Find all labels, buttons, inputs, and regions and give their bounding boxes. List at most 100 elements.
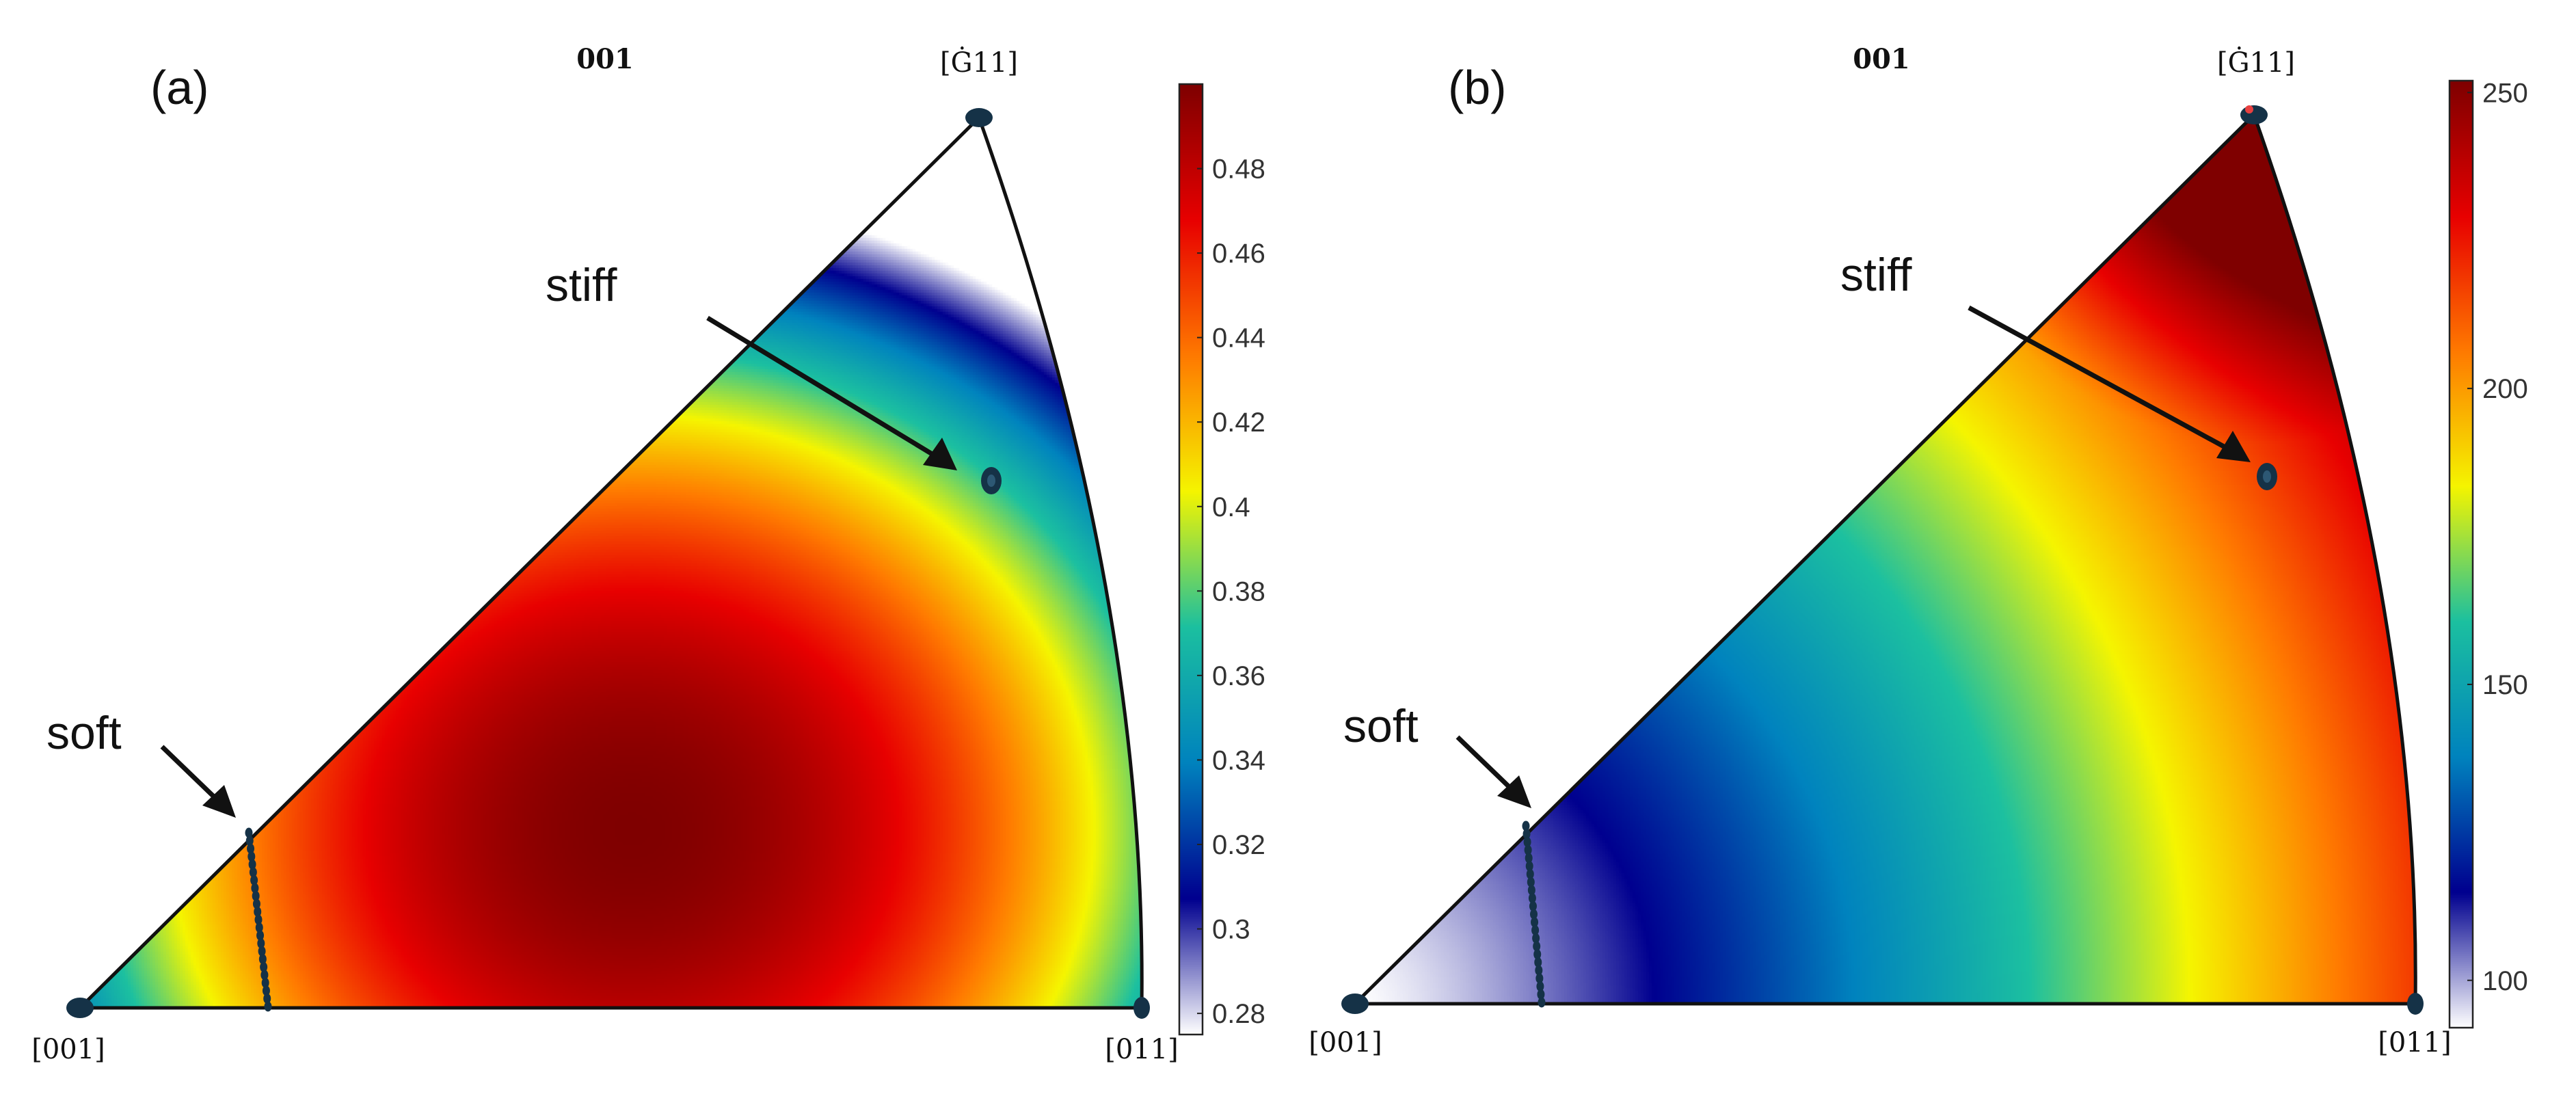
- soft-line-b-dot: [1527, 877, 1535, 888]
- colorbar-a-tick-label: 0.46: [1212, 239, 1265, 269]
- soft-line-a-dot: [248, 859, 256, 870]
- corner-marker-top-b: [2240, 105, 2268, 124]
- corner-marker-011-a: [1133, 997, 1150, 1019]
- vertex-label-011-a: [011]: [1105, 1034, 1179, 1065]
- soft-line-b-dot: [1527, 885, 1535, 896]
- annotation-stiff-a: stiff: [546, 259, 617, 311]
- colorbar-ticks-b: 100 150 200 250: [2467, 78, 2528, 996]
- soft-line-b-dot: [1525, 861, 1533, 872]
- marker-stiff-a: [981, 467, 1002, 494]
- vertex-label-001-a: [001]: [31, 1034, 105, 1065]
- soft-line-a-dot: [262, 985, 270, 996]
- soft-line-a-dot: [264, 1001, 272, 1012]
- soft-line-a-dot: [254, 914, 263, 925]
- colorbar-a: 0.28 0.3 0.32 0.34 0.36 0.38 0.4 0.42 0.44 0.46 0.…: [1178, 83, 1265, 1036]
- colorbar-a-tick-label: 0.48: [1212, 155, 1265, 185]
- soft-line-b-dot: [1522, 829, 1531, 840]
- panel-title-b: 001: [1853, 43, 1910, 75]
- colorbar-a-tick-label: 0.36: [1212, 661, 1265, 691]
- colorbar-b-tick-label: 200: [2482, 374, 2528, 404]
- soft-line-b-dot: [1538, 997, 1546, 1008]
- corner-marker-011-b: [2407, 993, 2424, 1015]
- soft-line-a: [245, 827, 272, 1012]
- colorbar-b-tick-label: 150: [2482, 670, 2528, 700]
- panel-a: (a) 001 [Ġ11] [001] [011] 0.28 0.3 0.32 0.3…: [31, 43, 1265, 1065]
- annotation-soft-b: soft: [1343, 700, 1419, 752]
- soft-line-b-dot: [1536, 981, 1544, 992]
- arrow-soft-b: [1455, 735, 1531, 808]
- panel-label-a: (a): [150, 61, 209, 114]
- colorbar-a-tick-label: 0.34: [1212, 745, 1265, 775]
- vertex-label-top-b: [Ġ11]: [2217, 46, 2295, 79]
- colorbar-ticks-a: 0.28 0.3 0.32 0.34 0.36 0.38 0.4 0.42 0.44 0.46 0.…: [1197, 155, 1265, 1029]
- colorbar-b: 100 150 200 250: [2448, 78, 2528, 1029]
- soft-line-b-dot: [1534, 957, 1542, 968]
- soft-line-a-dot: [260, 961, 268, 972]
- soft-line-a-dot: [258, 946, 266, 957]
- soft-line-a-dot: [260, 970, 269, 981]
- panel-label-b: (b): [1448, 61, 1507, 114]
- annotation-stiff-b: stiff: [1840, 249, 1912, 301]
- soft-line-b-dot: [1522, 821, 1530, 831]
- soft-line-a-dot: [247, 851, 256, 862]
- soft-line-b-dot: [1531, 917, 1539, 928]
- soft-line-a-dot: [257, 938, 265, 949]
- soft-line-a-dot: [245, 836, 254, 846]
- colorbar-a-tick-label: 0.28: [1212, 999, 1265, 1029]
- marker-stiff-b: [2257, 463, 2277, 490]
- corner-marker-top-a: [965, 108, 993, 127]
- soft-line-b-dot: [1530, 909, 1538, 920]
- panel-title-a: 001: [576, 43, 634, 75]
- soft-line-a-dot: [258, 954, 267, 965]
- arrow-soft-a: [160, 745, 236, 818]
- colorbar-a-tick-label: 0.32: [1212, 830, 1265, 860]
- soft-line-a-dot: [252, 898, 260, 909]
- soft-line-b-dot: [1535, 965, 1543, 976]
- ipf-heatmap-b: [1355, 115, 2416, 1004]
- annotation-soft-a: soft: [46, 707, 122, 759]
- vertex-label-011-b: [011]: [2378, 1027, 2452, 1058]
- vertex-label-001-b: [001]: [1309, 1027, 1382, 1058]
- soft-line-a-dot: [250, 875, 258, 885]
- soft-line-b-dot: [1535, 973, 1544, 984]
- soft-line-a-dot: [255, 922, 263, 933]
- soft-line-b-dot: [1533, 941, 1541, 952]
- soft-line-b-dot: [1526, 868, 1534, 879]
- ipf-outline-a: [75, 114, 1144, 1010]
- soft-line-b-dot: [1537, 989, 1545, 1000]
- colorbar-a-tick-label: 0.4: [1212, 492, 1250, 522]
- vertex-label-top-a: [Ġ11]: [940, 46, 1018, 79]
- soft-line-b-dot: [1531, 924, 1540, 935]
- soft-line-a-dot: [249, 867, 257, 878]
- corner-marker-001-b: [1341, 993, 1369, 1014]
- soft-line-b-dot: [1525, 853, 1533, 864]
- soft-line-b: [1522, 821, 1546, 1008]
- colorbar-b-tick-label: 250: [2482, 78, 2528, 108]
- soft-line-a-dot: [254, 906, 262, 917]
- arrow-stiff-a: [706, 316, 957, 470]
- ipf-heatmap-a: [80, 118, 1142, 1008]
- soft-line-a-dot: [247, 843, 255, 854]
- soft-line-a-dot: [261, 977, 269, 988]
- colorbar-a-tick-label: 0.42: [1212, 408, 1265, 438]
- soft-line-b-dot: [1532, 933, 1540, 944]
- colorbar-b-tick-label: 100: [2482, 966, 2528, 996]
- colorbar-a-tick-label: 0.44: [1212, 323, 1265, 354]
- soft-line-b-dot: [1523, 836, 1531, 847]
- colorbar-a-tick-label: 0.3: [1212, 915, 1250, 945]
- soft-line-b-dot: [1524, 844, 1532, 855]
- ipf-outline-b: [1350, 111, 2417, 1006]
- soft-line-a-dot: [251, 883, 259, 894]
- colorbar-a-tick-label: 0.38: [1212, 576, 1265, 606]
- corner-marker-001-a: [66, 998, 94, 1018]
- soft-line-a-dot: [245, 827, 253, 838]
- arrow-stiff-b: [1968, 305, 2251, 462]
- soft-line-a-dot: [263, 993, 271, 1004]
- panel-b: (b) 001 [Ġ11] [001] [011] 100 150 200 250 s…: [1309, 43, 2528, 1058]
- soft-line-a-dot: [252, 890, 260, 901]
- soft-line-b-dot: [1529, 901, 1537, 911]
- soft-line-b-dot: [1533, 949, 1542, 960]
- soft-line-a-dot: [256, 930, 265, 941]
- soft-line-b-dot: [1528, 893, 1536, 904]
